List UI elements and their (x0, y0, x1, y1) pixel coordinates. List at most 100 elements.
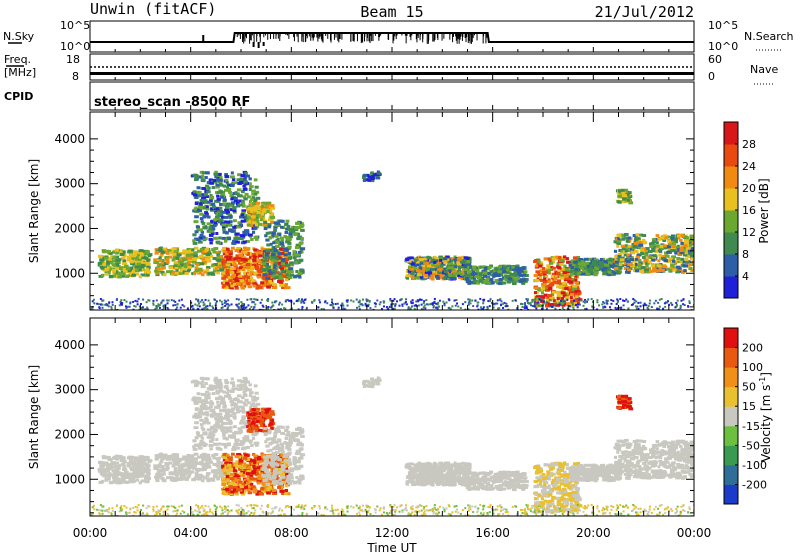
power-cell (434, 298, 436, 300)
power-cell (300, 229, 305, 232)
power-cell (253, 306, 255, 308)
velocity-cell (134, 472, 138, 475)
power-cell (254, 236, 259, 239)
power-cell (104, 268, 109, 271)
velocity-cell (120, 459, 125, 462)
power-cell (685, 258, 689, 261)
power-cell (226, 202, 230, 205)
power-cell (435, 275, 439, 278)
power-cell (115, 252, 118, 255)
power-cell (636, 308, 638, 310)
power-cell (527, 298, 529, 300)
power-cell (248, 285, 252, 288)
power-cell (96, 303, 98, 305)
power-cell (332, 304, 334, 306)
power-cell (544, 271, 548, 274)
power-cell (213, 179, 216, 182)
power-cell (221, 307, 223, 309)
power-cell (184, 258, 187, 261)
power-cell (524, 307, 526, 309)
power-cell (234, 233, 238, 236)
power-cell (160, 302, 162, 304)
power-cell (463, 262, 466, 265)
power-cell (680, 242, 683, 245)
nsearch-tick-low: 10^0 (708, 40, 738, 53)
power-cell (235, 192, 239, 195)
power-cell (379, 303, 381, 305)
power-cell (219, 190, 223, 193)
colorbar-segment (724, 188, 738, 211)
power-cell (427, 271, 432, 274)
power-cell (280, 242, 284, 245)
power-cell (206, 190, 210, 193)
power-cell (211, 305, 213, 307)
velocity-cell (194, 453, 199, 456)
power-cell (622, 299, 624, 301)
power-cell (199, 305, 201, 307)
power-cell (542, 283, 547, 286)
power-cell (547, 257, 550, 260)
power-cell (607, 267, 610, 270)
power-cell (228, 279, 232, 282)
power-cell (298, 276, 301, 279)
power-cell (648, 250, 653, 253)
power-cell (249, 185, 254, 188)
power-cell (456, 272, 461, 275)
power-cell (642, 239, 645, 242)
power-cell (628, 191, 632, 194)
velocity-cell (145, 458, 149, 461)
power-cell (616, 298, 618, 300)
power-cell (121, 272, 126, 275)
power-cell (244, 180, 248, 183)
power-cell (105, 273, 109, 276)
power-cell (230, 267, 234, 270)
power-cell (506, 271, 509, 274)
power-cell (255, 299, 257, 301)
power-cell (596, 301, 598, 303)
power-cell (155, 305, 157, 307)
power-cell (225, 231, 229, 234)
power-cell (514, 278, 518, 281)
power-cell (656, 241, 659, 244)
power-cell (98, 255, 102, 258)
power-cell (411, 305, 413, 307)
power-cell (367, 305, 369, 307)
velocity-cell (137, 469, 142, 472)
date-title: 21/Jul/2012 (595, 3, 694, 21)
power-cell (244, 258, 248, 261)
power-cell (408, 306, 410, 308)
power-cell (107, 250, 111, 253)
power-cell (274, 235, 278, 238)
power-cell (562, 271, 567, 274)
power-cell (618, 266, 623, 269)
power-cell (207, 222, 211, 225)
power-cell (616, 303, 618, 305)
power-cell (396, 300, 398, 302)
power-cell (651, 306, 653, 308)
power-cell (676, 305, 678, 307)
power-cell (134, 300, 136, 302)
power-cell (605, 264, 609, 267)
power-cell (192, 239, 195, 242)
power-cell (664, 236, 668, 239)
power-cell (559, 302, 561, 304)
power-cell (490, 278, 493, 281)
power-cell (302, 300, 304, 302)
velocity-cell (125, 481, 129, 484)
power-cell (656, 234, 660, 237)
velocity-cell (127, 462, 131, 465)
velocity-cell (116, 469, 119, 472)
power-cell (678, 267, 682, 270)
power-cell (279, 284, 284, 287)
power-cell (287, 238, 291, 241)
power-cell (598, 304, 600, 306)
colorbar-segment (724, 122, 738, 145)
colorbar-tick-label: 16 (742, 204, 756, 217)
power-cell (534, 274, 538, 277)
power-cell (241, 213, 245, 216)
power-cell (206, 248, 209, 251)
power-cell (248, 221, 251, 224)
power-cell (252, 259, 255, 262)
